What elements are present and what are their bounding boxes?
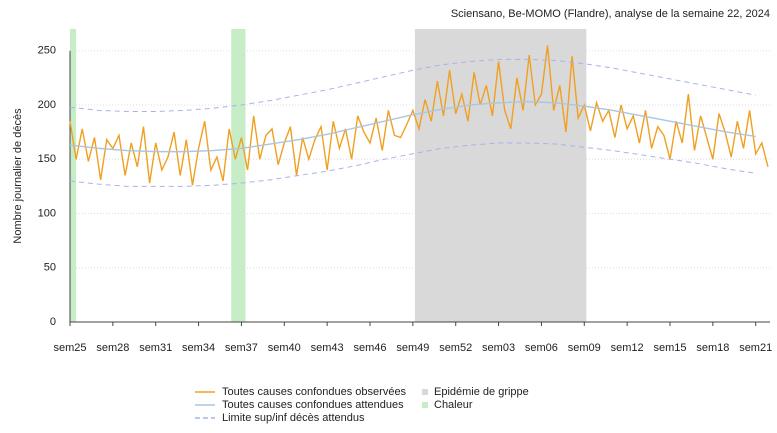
y-tick-label: 100: [38, 207, 56, 219]
y-tick-label: 50: [44, 262, 56, 274]
x-tick-label: sem18: [696, 342, 729, 354]
y-tick-label: 200: [38, 99, 56, 111]
x-tick-label: sem06: [525, 342, 558, 354]
x-tick-label: sem09: [568, 342, 601, 354]
x-tick-label: sem37: [225, 342, 258, 354]
x-tick-label: sem52: [439, 342, 472, 354]
shaded-region: [70, 29, 77, 322]
x-tick-label: sem25: [53, 342, 86, 354]
legend-label: Chaleur: [434, 399, 473, 411]
shaded-region: [231, 29, 246, 322]
x-tick-label: sem40: [268, 342, 301, 354]
legend-label: Limite sup/inf décès attendus: [222, 412, 365, 424]
y-tick-label: 150: [38, 153, 56, 165]
x-tick-label: sem49: [396, 342, 429, 354]
legend-swatch: [422, 402, 428, 408]
series-line: [69, 101, 756, 153]
x-tick-label: sem31: [139, 342, 172, 354]
y-axis-label: Nombre journalier de décès: [12, 108, 24, 244]
x-tick-label: sem43: [311, 342, 344, 354]
y-tick-label: 250: [38, 45, 56, 57]
y-tick-label: 0: [50, 316, 56, 328]
x-tick-label: sem46: [353, 342, 386, 354]
limit-line: [69, 58, 756, 112]
legend-label: Toutes causes confondues observées: [222, 386, 407, 398]
chart-title: Sciensano, Be-MOMO (Flandre), analyse de…: [451, 8, 770, 20]
x-tick-label: sem12: [611, 342, 644, 354]
legend-swatch: [422, 389, 428, 395]
legend-label: Toutes causes confondues attendues: [222, 399, 404, 411]
x-tick-label: sem21: [739, 342, 772, 354]
legend-label: Epidémie de grippe: [434, 386, 529, 398]
x-tick-label: sem03: [482, 342, 515, 354]
x-tick-label: sem28: [96, 342, 129, 354]
limit-line: [69, 142, 756, 187]
x-tick-label: sem34: [182, 342, 215, 354]
x-tick-label: sem15: [653, 342, 686, 354]
series-line: [69, 45, 769, 186]
